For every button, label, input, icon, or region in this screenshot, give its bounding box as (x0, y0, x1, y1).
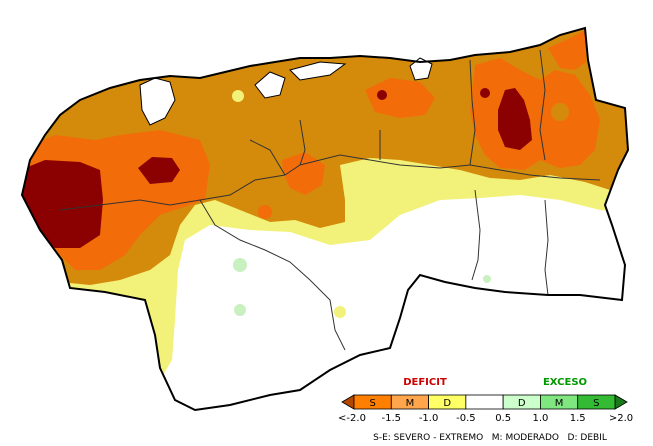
legend-segment-3 (465, 394, 504, 410)
country-border (20, 26, 630, 412)
region-extreme-spot-1 (480, 88, 490, 98)
legend-tick-7: >2.0 (609, 413, 633, 424)
legend-tick-2: -1.0 (419, 413, 439, 424)
region-severe-northeast (548, 30, 586, 70)
legend-ticks: <-2.0 -1.5 -1.0 -0.5 0.5 1.0 1.5 >2.0 (338, 413, 633, 424)
legend-segment-label-0: S (369, 398, 375, 409)
legend-tick-3: -0.5 (456, 413, 476, 424)
region-severe-spot-3 (551, 103, 569, 121)
region-extreme-center-west (138, 157, 180, 184)
region-severe-center (282, 152, 325, 195)
legend: DEFICIT EXCESO S M D D M S <-2.0 -1.5 -1.0 -0.5 0… (338, 377, 633, 443)
legend-tick-6: 1.5 (570, 413, 586, 424)
region-severe-spot-1 (258, 205, 272, 219)
lake-inlet-3 (289, 61, 347, 81)
legend-segment-label-1: M (406, 398, 415, 409)
lake-inlet-2 (254, 71, 286, 99)
legend-segment-label-4: D (518, 398, 526, 409)
legend-tick-5: 1.0 (532, 413, 548, 424)
excess-spot-2 (234, 304, 246, 316)
legend-segment-label-5: M (555, 398, 564, 409)
weak-spot-south (334, 306, 346, 318)
legend-footnote: S-E: SEVERO - EXTREMO M: MODERADO D: DEB… (373, 433, 607, 443)
region-extreme-east (498, 88, 532, 150)
region-extreme-spot-2 (377, 90, 387, 100)
legend-exceso-title: EXCESO (543, 377, 587, 388)
legend-segment-label-2: D (443, 398, 451, 409)
region-severe-north (365, 78, 435, 118)
region-severe-spot-2 (232, 90, 244, 102)
island (409, 57, 433, 81)
region-severe-east (470, 58, 600, 170)
legend-tick-4: 0.5 (495, 413, 511, 424)
state-boundaries (59, 49, 601, 351)
legend-segment-6 (577, 394, 616, 410)
excess-spot-3 (483, 275, 491, 283)
legend-segment-label-6: S (593, 398, 599, 409)
legend-tick-0: <-2.0 (338, 413, 366, 424)
legend-deficit-title: DEFICIT (403, 377, 447, 388)
legend-tick-1: -1.5 (382, 413, 402, 424)
excess-spot-1 (233, 258, 247, 272)
region-extreme-west (22, 160, 103, 248)
